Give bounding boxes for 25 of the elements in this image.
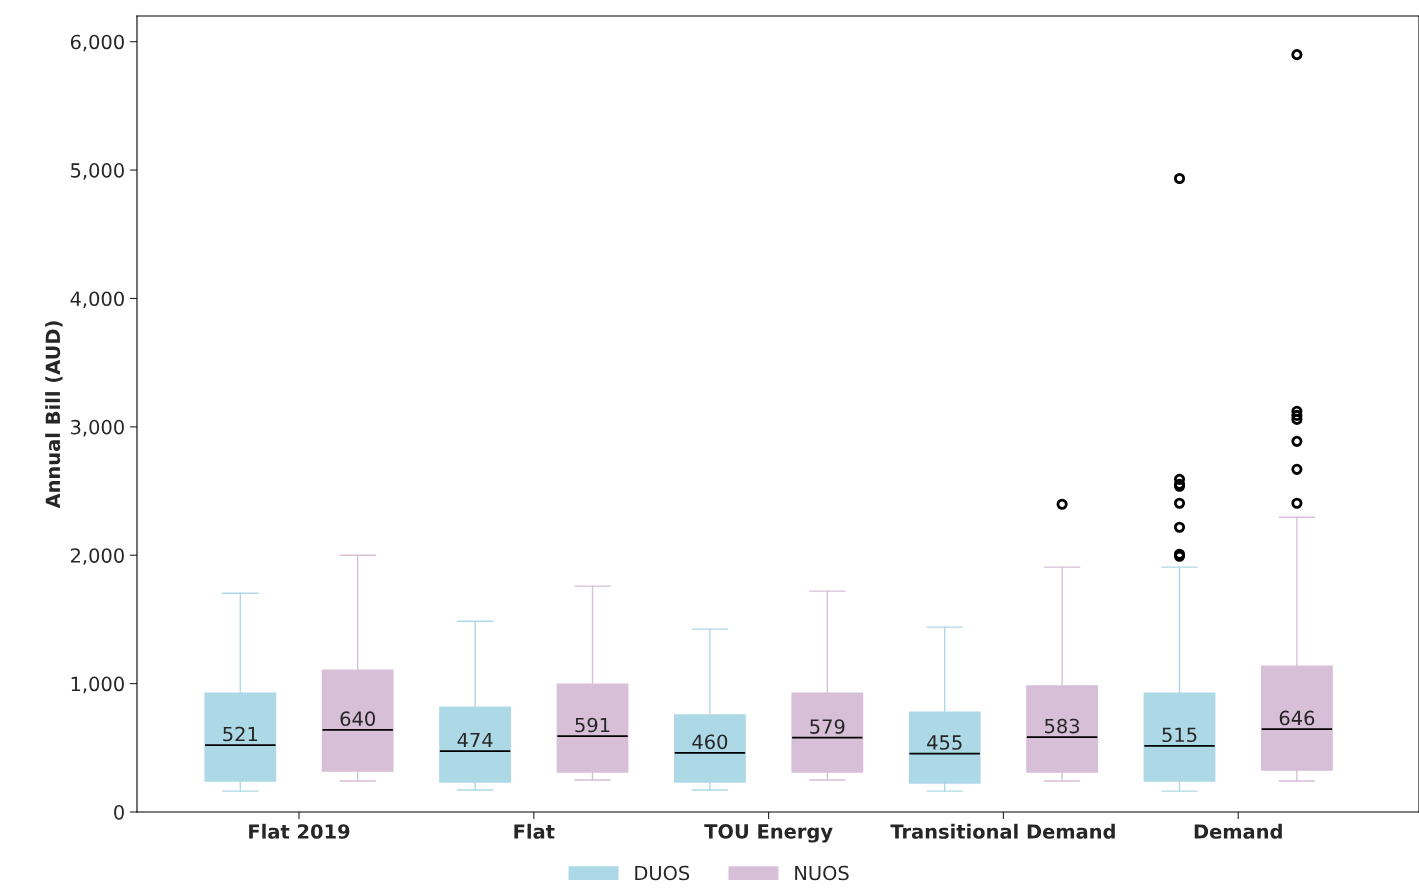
- x-tick-label: Flat 2019: [249, 823, 350, 839]
- y-tick-label: 6,000: [70, 34, 124, 52]
- y-tick-label: 5,000: [71, 163, 124, 180]
- text: 515: [1162, 727, 1197, 743]
- x-tick-label: TOU Energy: [704, 824, 833, 843]
- text: 521: [223, 726, 258, 742]
- text: 474: [457, 732, 493, 748]
- text: 583: [1045, 718, 1080, 734]
- legend-label: DUOS: [635, 865, 690, 881]
- x-tick-label: Flat: [514, 823, 555, 839]
- text: 591: [575, 717, 610, 733]
- y-tick-label: 1,000: [71, 676, 124, 694]
- x-tick-label: Transitional Demand: [890, 823, 1115, 839]
- text: 646: [1279, 710, 1315, 726]
- text: 455: [927, 735, 962, 750]
- x-tick-label: Demand: [1194, 823, 1282, 839]
- y-tick-label: 0: [114, 804, 124, 820]
- text: 579: [810, 719, 845, 734]
- y-tick-label: 2,000: [70, 548, 124, 565]
- legend-label: NUOS: [795, 865, 849, 881]
- text: 640: [340, 711, 375, 727]
- text: 460: [692, 734, 728, 750]
- y-tick-label: 4,000: [70, 291, 124, 309]
- y-tick-label: 3,000: [71, 419, 124, 437]
- y-axis-title: Annual Bill (AUD): [45, 321, 63, 509]
